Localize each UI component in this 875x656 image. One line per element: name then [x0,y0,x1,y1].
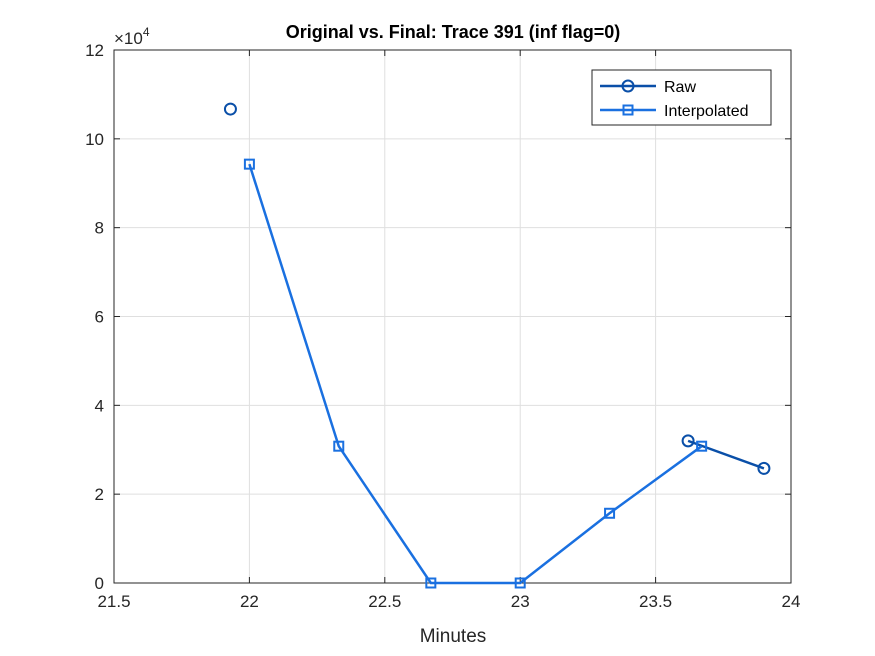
legend-entry: Interpolated [600,103,749,120]
legend-marker [621,79,635,93]
data-point [681,434,695,448]
x-tick-label: 22 [240,592,259,611]
y-exponent-label: ×104 [114,25,150,48]
legend: Raw Interpolated [591,69,772,126]
y-tick-label: 4 [95,396,104,415]
y-tick-label: 8 [95,219,104,238]
series-raw [223,102,771,475]
x-tick-label: 23 [511,592,530,611]
data-point [604,507,616,519]
x-axis-ticks: 21.5 22 22.5 23 23.5 24 [97,50,800,611]
x-tick-label: 23.5 [639,592,672,611]
x-tick-label: 22.5 [368,592,401,611]
y-exponent-power: 4 [143,25,150,39]
chart-title: Original vs. Final: Trace 391 (inf flag=… [286,22,621,42]
x-axis-label: Minutes [420,626,487,647]
y-tick-label: 0 [95,574,104,593]
grid [113,49,792,584]
x-tick-label: 24 [782,592,801,611]
data-point [243,158,255,170]
data-point [696,440,708,452]
data-point [425,577,437,589]
y-tick-label: 10 [85,130,104,149]
data-point [223,102,237,116]
series-line [687,439,765,470]
data-point [333,440,345,452]
x-tick-label: 21.5 [97,592,130,611]
series-line [248,163,703,585]
data-point [514,577,526,589]
legend-entry: Raw [600,79,696,96]
legend-box [591,69,772,126]
data-point [757,461,771,475]
y-tick-label: 2 [95,485,104,504]
y-axis-ticks: 0 2 4 6 8 10 12 [85,41,791,593]
y-tick-label: 6 [95,308,104,327]
y-exponent-base: ×10 [114,29,143,48]
data-series [223,102,771,589]
series-interpolated [243,158,708,589]
legend-label: Interpolated [664,103,749,120]
legend-label: Raw [664,79,696,96]
legend-marker [622,104,634,116]
y-tick-label: 12 [85,41,104,60]
